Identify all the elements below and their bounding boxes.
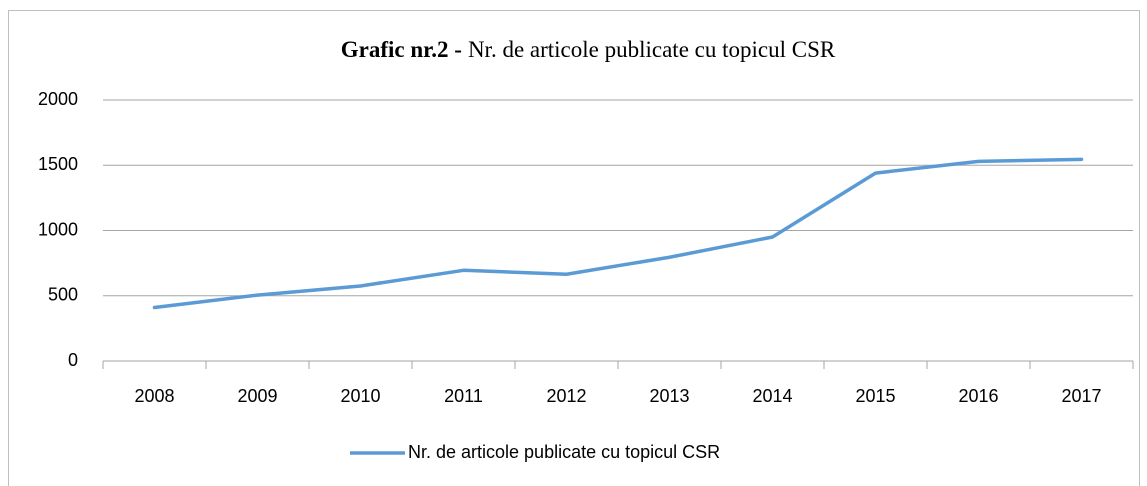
y-tick-label: 1500	[38, 154, 78, 174]
y-tick-label: 2000	[38, 89, 78, 109]
chart-border	[8, 10, 1140, 486]
series-line	[152, 157, 1084, 310]
chart-title-prefix: Grafic nr.2 -	[341, 37, 462, 62]
chart-title-group: Grafic nr.2 - Nr. de articole publicate c…	[341, 37, 836, 62]
y-tick-label: 1000	[38, 219, 78, 239]
x-tick-label: 2012	[546, 386, 586, 406]
chart-title: Nr. de articole publicate cu topicul CSR	[468, 37, 836, 62]
x-tick-label: 2017	[1061, 386, 1101, 406]
x-tick-label: 2016	[958, 386, 998, 406]
x-tick-label: 2008	[134, 386, 174, 406]
y-tick-label: 0	[68, 350, 78, 370]
x-tick-label: 2011	[444, 386, 483, 406]
x-tick-label: 2009	[237, 386, 277, 406]
y-tick-label: 500	[48, 285, 78, 305]
legend-label: Nr. de articole publicate cu topicul CSR	[408, 442, 720, 462]
x-tick-label: 2013	[649, 386, 689, 406]
x-tick-label: 2014	[752, 386, 792, 406]
x-tick-label: 2015	[855, 386, 895, 406]
x-tick-label: 2010	[340, 386, 380, 406]
